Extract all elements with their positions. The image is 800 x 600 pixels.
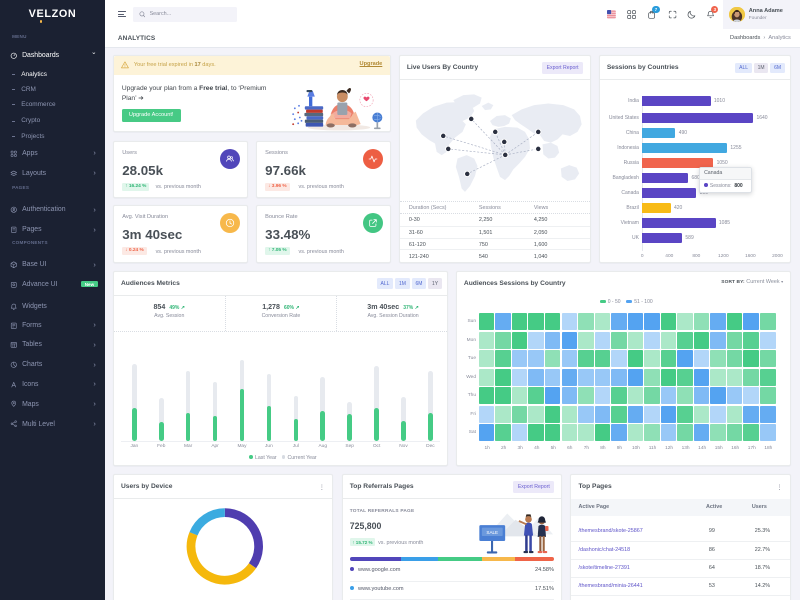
svg-text:SALE: SALE bbox=[486, 530, 498, 535]
